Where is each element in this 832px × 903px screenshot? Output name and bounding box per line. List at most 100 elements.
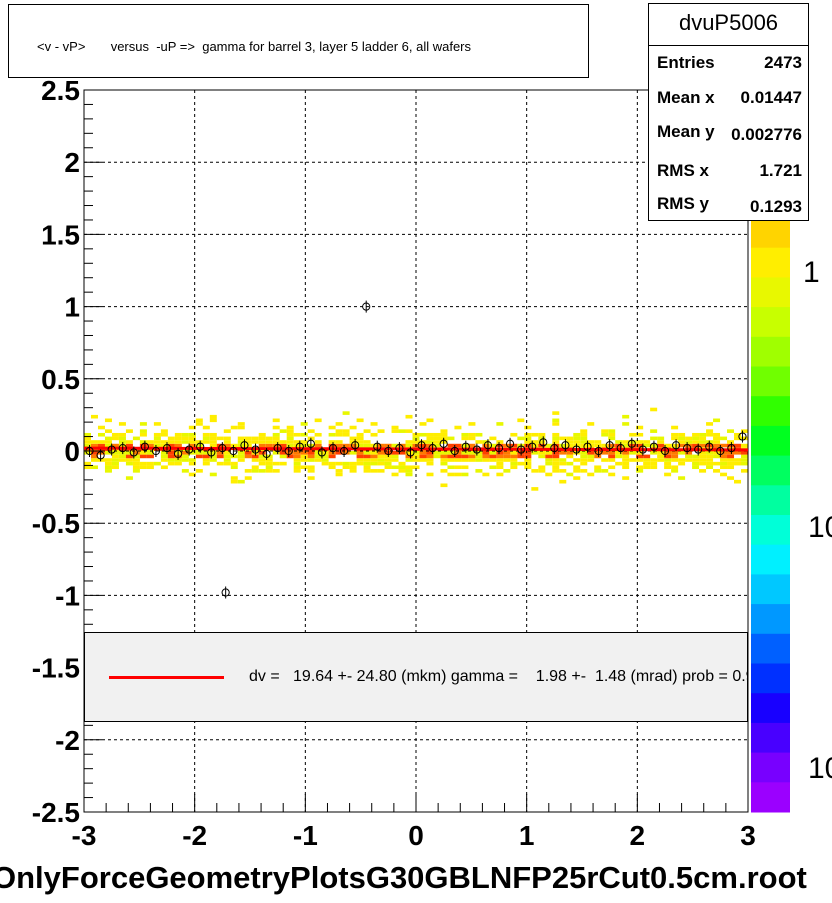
heatmap-cell <box>587 451 595 455</box>
heatmap-cell <box>146 461 154 466</box>
heatmap-cell <box>160 440 168 444</box>
heatmap-cell <box>650 436 658 441</box>
heatmap-cell <box>587 440 595 444</box>
heatmap-cell <box>538 436 546 441</box>
heatmap-cell <box>216 454 224 459</box>
heatmap-cell <box>419 422 427 426</box>
heatmap-cell <box>468 458 476 462</box>
heatmap-cell <box>692 465 700 470</box>
heatmap-cell <box>328 432 336 437</box>
heatmap-cell <box>440 461 448 466</box>
heatmap-cell <box>181 454 189 459</box>
heatmap-cell <box>419 432 427 437</box>
heatmap-cell <box>83 465 91 470</box>
heatmap-cell <box>370 458 378 462</box>
heatmap-cell <box>664 454 672 459</box>
heatmap-cell <box>566 451 574 455</box>
heatmap-cell <box>524 458 532 462</box>
heatmap-cell <box>251 458 259 462</box>
heatmap-cell <box>734 461 742 466</box>
profile-point <box>517 445 526 454</box>
heatmap-cell <box>475 469 483 473</box>
heatmap-cell <box>482 472 490 477</box>
profile-point <box>539 438 548 447</box>
heatmap-cell <box>181 451 189 455</box>
profile-point <box>240 441 249 450</box>
heatmap-cell <box>167 440 175 444</box>
heatmap-cell <box>307 458 315 462</box>
heatmap-cell <box>83 440 91 444</box>
x-tick-label: 3 <box>740 820 756 851</box>
heatmap-cell <box>580 469 588 473</box>
y-tick-label: 1.5 <box>41 219 80 250</box>
profile-point <box>328 444 338 453</box>
heatmap-cell <box>552 443 560 448</box>
heatmap-cell <box>517 436 525 441</box>
heatmap-cell <box>587 472 595 477</box>
palette-segment <box>751 455 790 486</box>
heatmap-cell <box>433 440 441 444</box>
heatmap-cell <box>125 443 133 448</box>
heatmap-cell <box>111 454 119 459</box>
heatmap-cell <box>720 458 728 462</box>
heatmap-cell <box>699 461 707 466</box>
heatmap-cell <box>496 443 504 448</box>
stat-row-mean-y: Mean y 0.002776 <box>657 122 802 150</box>
heatmap-cell <box>279 440 287 444</box>
heatmap-cell <box>314 440 322 444</box>
heatmap-cell <box>307 429 315 433</box>
heatmap-cell <box>580 432 588 437</box>
heatmap-cell <box>608 436 616 441</box>
heatmap-cell <box>468 454 476 459</box>
y-tick-label: -1.5 <box>32 653 80 684</box>
heatmap-cell <box>104 458 112 462</box>
heatmap-cell <box>258 458 266 462</box>
tick-labels: -3 -2 -1 0 1 2 3 -2.5 -2 -1.5 -1 -0.5 0 0.5 1 1.5 2 2.5 1 1… <box>32 75 832 851</box>
heatmap-cell <box>454 454 462 459</box>
heatmap-cell <box>349 451 357 455</box>
heatmap-cell <box>300 458 308 462</box>
profile-point <box>218 444 227 453</box>
heatmap-cell <box>111 432 119 437</box>
heatmap-cell <box>349 425 357 430</box>
heatmap-cell <box>664 443 672 448</box>
heatmap-cell <box>363 451 371 455</box>
heatmap-cell <box>545 472 553 477</box>
heatmap-cell <box>636 432 644 437</box>
heatmap-cell <box>496 422 504 426</box>
heatmap-cell <box>328 425 336 430</box>
heatmap-cell <box>622 443 630 448</box>
heatmap-cell <box>440 458 448 462</box>
heatmap-cell <box>699 454 707 459</box>
heatmap-cell <box>335 461 343 466</box>
heatmap-cell <box>160 465 168 470</box>
heatmap-cell <box>580 451 588 455</box>
heatmap-cell <box>153 461 161 466</box>
heatmap-cell <box>727 451 735 455</box>
heatmap-cell <box>356 458 364 462</box>
heatmap-cell <box>720 443 728 448</box>
y-tick-label: -2.5 <box>32 797 80 828</box>
heatmap-cell <box>377 454 385 459</box>
heatmap-cell <box>461 458 469 462</box>
heatmap-cell <box>643 465 651 470</box>
y-tick-label: 1 <box>64 292 80 323</box>
heatmap-cell <box>475 432 483 437</box>
heatmap-cell <box>293 451 301 455</box>
heatmap-cell <box>335 443 343 448</box>
heatmap-cell <box>538 469 546 473</box>
heatmap-cell <box>223 451 231 455</box>
heatmap-cell <box>671 451 679 455</box>
heatmap-cell <box>181 458 189 462</box>
heatmap-cell <box>552 469 560 473</box>
heatmap-cell <box>706 429 714 433</box>
palette-segment <box>751 366 790 397</box>
heatmap-cell <box>671 465 679 470</box>
palette-segment <box>751 277 790 308</box>
profile-point <box>483 441 493 450</box>
heatmap-cell <box>391 429 399 433</box>
heatmap-cell <box>90 465 98 470</box>
heatmap-cell <box>566 461 574 466</box>
heatmap-cell <box>188 451 196 455</box>
heatmap-cell <box>188 472 196 477</box>
